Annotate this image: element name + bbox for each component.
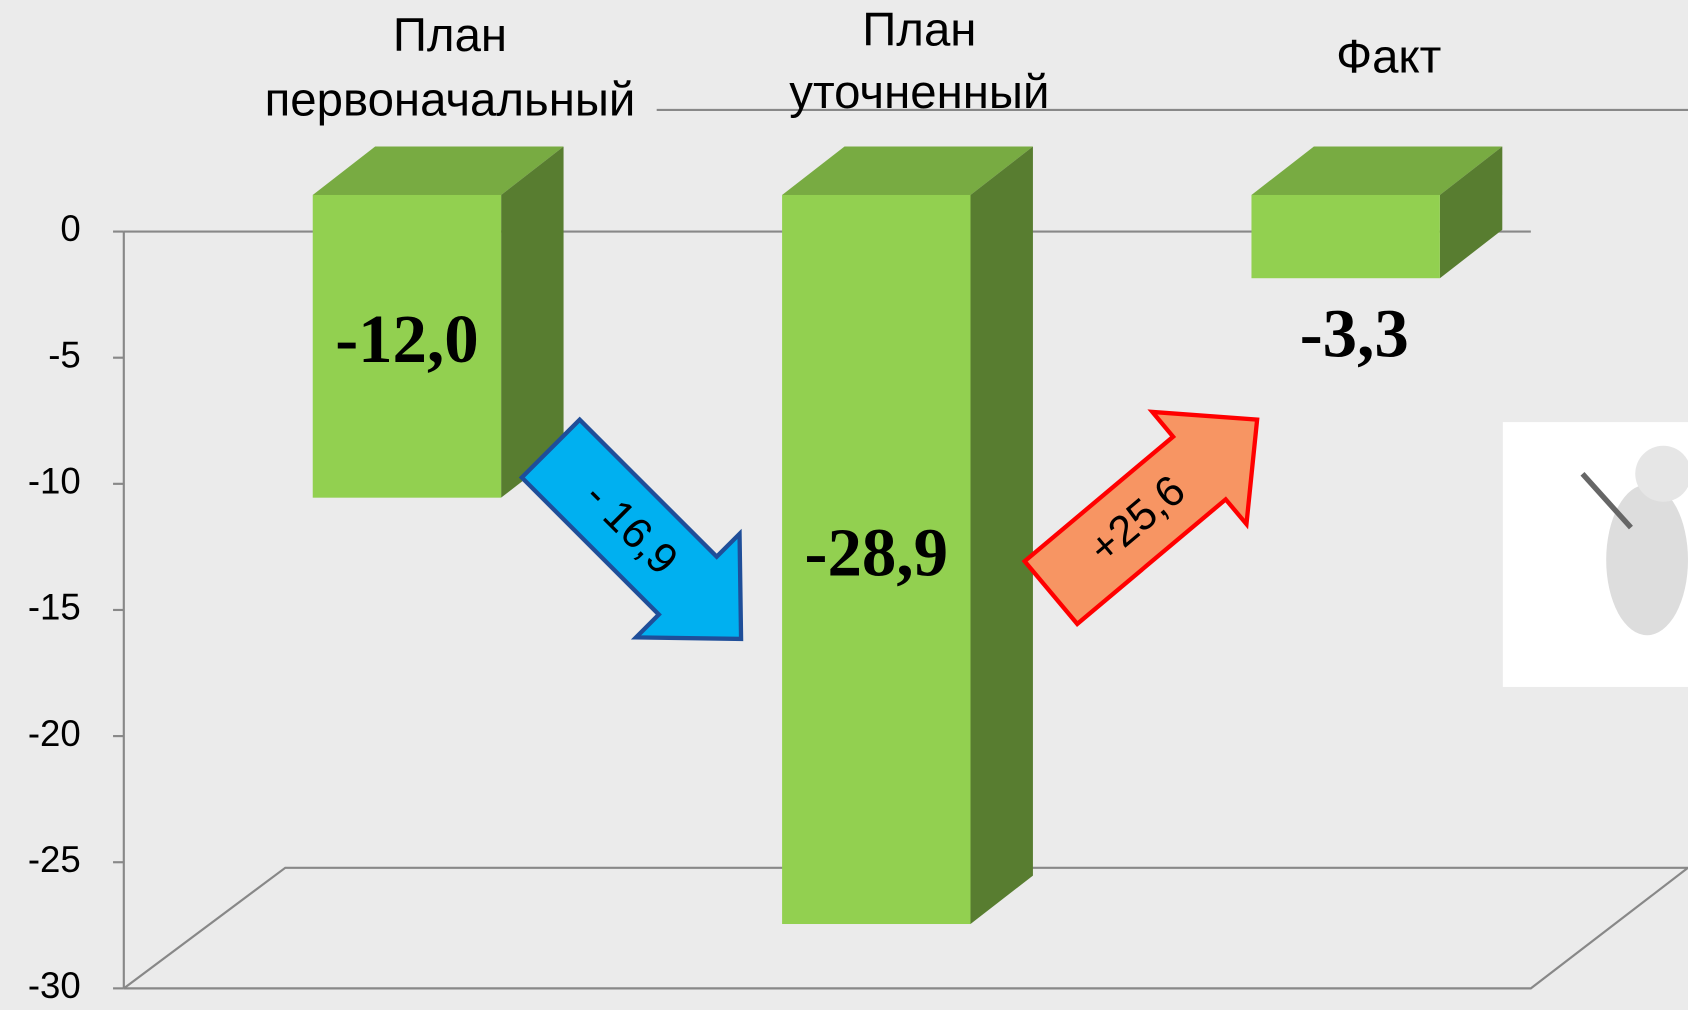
value-label: -3,3 [1300,295,1409,371]
x-tick-label: Факт [1336,30,1441,83]
figure-body [1606,485,1688,636]
y-tick-label: -30 [28,965,81,1006]
value-label: -28,9 [805,514,948,590]
chart: 0-5-10-15-20-25-30Планпервоначальный-12,… [0,0,1688,1010]
bar-side [970,147,1032,924]
y-tick-label: 0 [60,208,80,249]
y-tick-label: -5 [48,334,81,375]
bar [1251,195,1439,278]
y-tick-label: -15 [28,587,81,628]
page: 0-5-10-15-20-25-30Планпервоначальный-12,… [0,0,1688,1010]
y-tick-label: -25 [28,839,81,880]
y-tick-label: -10 [28,461,81,502]
value-label: -12,0 [335,301,478,377]
picture [1503,422,1688,687]
y-tick-label: -20 [28,713,81,754]
